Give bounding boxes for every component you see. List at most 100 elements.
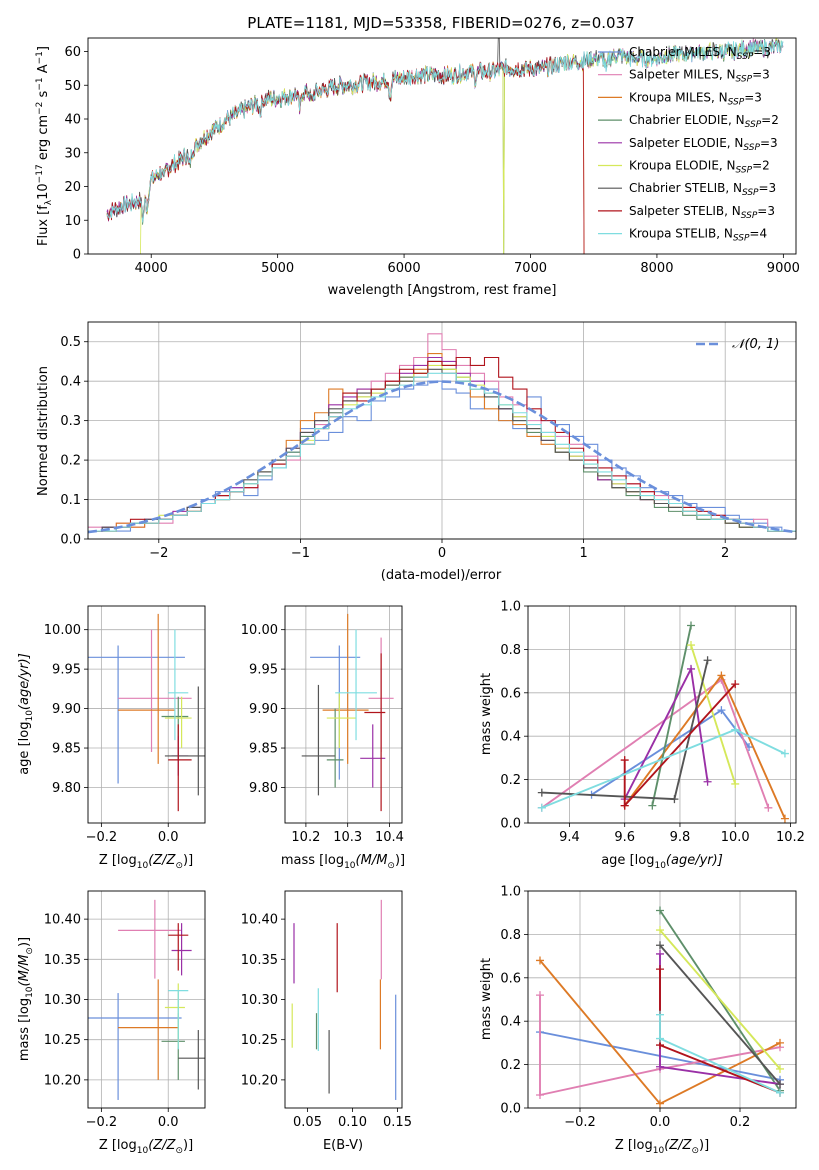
- y-tick-label: 0.4: [500, 730, 521, 745]
- legend-entry: Kroupa ELODIE, NSSP=2: [629, 159, 770, 176]
- x-tick-label: 0.2: [730, 1115, 751, 1130]
- plot-area: [88, 899, 205, 1100]
- axes-frame: [87, 37, 797, 255]
- y-tick-label: 0.2: [500, 773, 521, 788]
- y-tick-label: 20: [64, 180, 81, 195]
- panel-residual-histogram: −2 −1 0 1 2 0.0 0.1 0.2 0.3 0.4 0.5 (data-model)/er…: [36, 321, 797, 583]
- x-axis-label: mass [log10(M/M⊙)]: [281, 853, 405, 871]
- axes-frame: [87, 321, 797, 540]
- weight-line: [541, 728, 786, 809]
- weight-marker: [648, 801, 657, 810]
- panel-mass-vs-extinction: 0.05 0.10 0.15 10.20 10.25 10.30 10.35 10.40 E(B…: [241, 890, 412, 1153]
- weight-marker: [687, 664, 696, 673]
- legend-entry: Salpeter STELIB, NSSP=3: [629, 204, 775, 221]
- x-tick-label: −0.2: [564, 1115, 596, 1130]
- y-tick-label: 0.4: [60, 375, 81, 390]
- weight-marker: [764, 803, 773, 812]
- y-tick-label: 0.3: [60, 414, 81, 429]
- axes-frame: [87, 605, 206, 824]
- figure-title: PLATE=1181, MJD=53358, FIBERID=0276, z=0…: [247, 14, 634, 32]
- y-axis-label: age [log10(age/yr)]: [17, 653, 35, 775]
- weight-marker: [670, 795, 679, 804]
- y-tick-label: 10.30: [44, 993, 81, 1008]
- legend-entry: Kroupa MILES, NSSP=3: [629, 90, 762, 107]
- legend-entry: Chabrier ELODIE, NSSP=2: [629, 113, 779, 130]
- weight-marker: [776, 1088, 784, 1097]
- weight-marker: [776, 1038, 784, 1047]
- y-tick-label: 9.95: [249, 663, 278, 678]
- panels-layer: 4000 5000 6000 7000 8000 90000102030405060wav…: [17, 37, 805, 1156]
- axes-frame: [87, 890, 206, 1109]
- panel-mass-vs-metallicity: −0.2 0.0 10.20 10.25 10.30 10.35 10.40 Z [log10…: [17, 890, 206, 1156]
- weight-marker: [620, 801, 629, 810]
- weight-marker: [780, 749, 789, 758]
- x-tick-label: −0.2: [86, 1115, 118, 1130]
- x-tick-label: −0.2: [86, 830, 118, 845]
- x-tick-label: 8000: [640, 261, 673, 276]
- y-tick-label: 30: [64, 146, 81, 161]
- weight-marker: [731, 680, 740, 689]
- y-tick-label: 10.25: [44, 1033, 81, 1048]
- y-tick-label: 9.90: [249, 702, 278, 717]
- y-axis-label: Normed distribution: [36, 366, 51, 496]
- y-tick-label: 0.8: [500, 928, 521, 943]
- x-tick-label: 0.05: [293, 1115, 322, 1130]
- y-tick-label: 10.35: [241, 953, 278, 968]
- y-tick-label: 0.0: [500, 817, 521, 832]
- weight-marker: [656, 941, 664, 950]
- y-tick-label: 9.80: [249, 781, 278, 796]
- x-tick-label: 10.2: [291, 830, 320, 845]
- x-tick-label: 10.4: [375, 830, 404, 845]
- y-tick-label: 9.95: [52, 663, 81, 678]
- y-tick-label: 10.00: [44, 623, 81, 638]
- y-tick-label: 0.1: [60, 493, 81, 508]
- legend-entry: 𝒩(0, 1): [732, 337, 779, 352]
- weight-marker: [656, 1034, 664, 1043]
- weight-marker: [717, 671, 726, 680]
- legend-entry: Chabrier MILES, NSSP=3: [629, 45, 771, 62]
- x-axis-label: E(B-V): [323, 1138, 363, 1153]
- x-tick-label: 10.0: [721, 830, 750, 845]
- panel-mass-weight-vs-metallicity: −0.2 0.0 0.2 0.0 0.2 0.4 0.6 0.8 1.0 Z [log10(Z/Z…: [479, 885, 797, 1156]
- weight-line: [539, 995, 781, 1097]
- plot-area: [88, 333, 796, 534]
- y-tick-label: 10.35: [44, 953, 81, 968]
- plot-area: [291, 899, 397, 1100]
- x-tick-label: 9.8: [670, 830, 691, 845]
- weight-line: [659, 929, 781, 1070]
- weight-marker: [536, 1090, 544, 1099]
- weight-line: [659, 944, 781, 1085]
- plot-area: [537, 621, 789, 823]
- y-tick-label: 1.0: [500, 885, 521, 900]
- weight-line: [690, 644, 737, 785]
- weight-marker: [656, 1062, 664, 1071]
- weight-marker: [656, 926, 664, 935]
- panel-mass-weight-vs-age: 9.4 9.6 9.8 10.0 10.2 0.0 0.2 0.4 0.6 0.8 1.0 age […: [479, 600, 805, 872]
- x-tick-label: 9.6: [614, 830, 635, 845]
- x-tick-label: 0.0: [650, 1115, 671, 1130]
- spectrum-line: [106, 39, 784, 223]
- y-tick-label: 10.20: [241, 1073, 278, 1088]
- plot-area: [536, 906, 784, 1108]
- x-tick-label: 6000: [388, 261, 421, 276]
- panel-spectrum: 4000 5000 6000 7000 8000 9000 0 10 20 30 40 50 60 wav…: [35, 37, 800, 298]
- legend-entry: Salpeter ELODIE, NSSP=3: [629, 136, 778, 153]
- weight-marker: [703, 777, 712, 786]
- plot-area: [106, 38, 784, 254]
- x-tick-label: 7000: [514, 261, 547, 276]
- weight-marker: [687, 621, 696, 630]
- x-tick-label: 9000: [767, 261, 800, 276]
- x-tick-label: 5000: [261, 261, 294, 276]
- x-tick-label: 0: [438, 546, 446, 561]
- normal-curve: [88, 380, 796, 534]
- axes-frame: [527, 890, 797, 1109]
- weight-line: [651, 625, 692, 806]
- plot-area: [301, 613, 394, 812]
- y-tick-label: 10.40: [241, 913, 278, 928]
- y-tick-label: 10.00: [241, 623, 278, 638]
- y-tick-label: 50: [64, 79, 81, 94]
- y-axis-label: mass [log10(M/M⊙)]: [17, 937, 35, 1061]
- y-tick-label: 40: [64, 113, 81, 128]
- y-tick-label: 9.85: [52, 742, 81, 757]
- y-axis-label: mass weight: [479, 673, 494, 755]
